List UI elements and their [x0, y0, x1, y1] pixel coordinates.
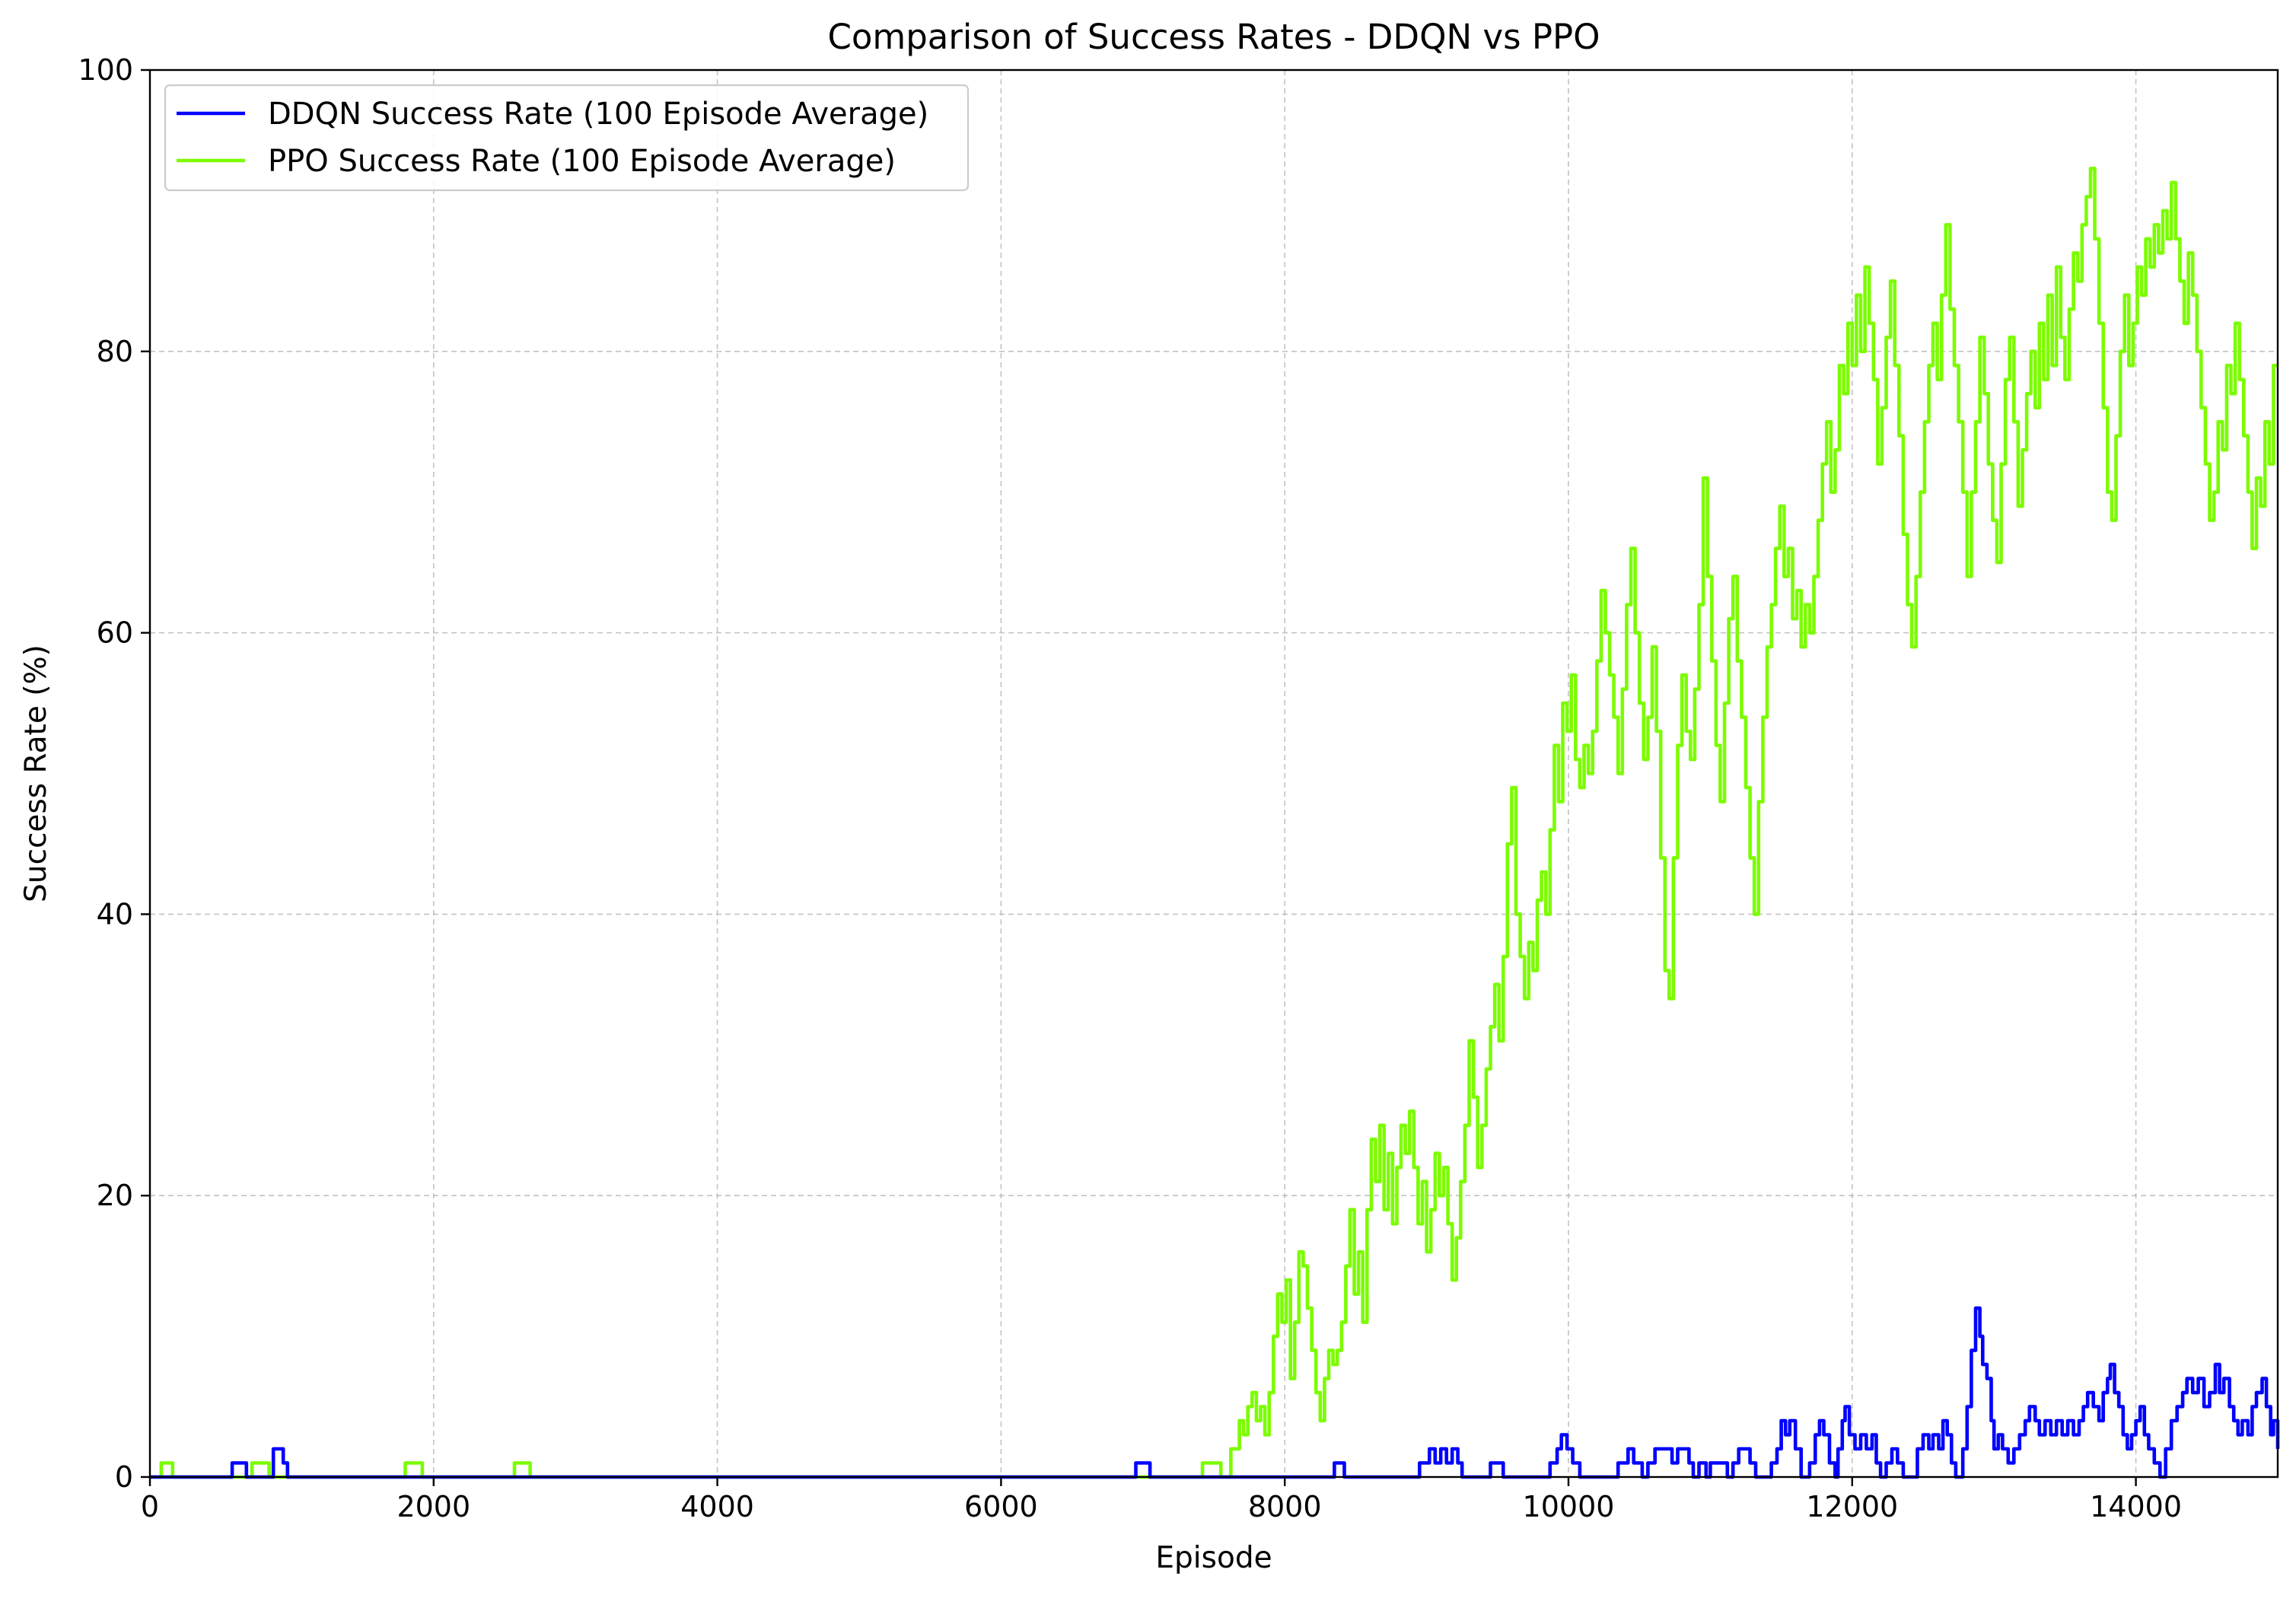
y-tick-label: 60 [97, 616, 133, 650]
x-tick-label: 8000 [1248, 1490, 1322, 1523]
legend: DDQN Success Rate (100 Episode Average) … [165, 85, 968, 190]
series-lines [150, 168, 2278, 1477]
y-axis-label: Success Rate (%) [19, 645, 53, 902]
x-tick-label: 4000 [680, 1490, 754, 1523]
x-tick-label: 0 [141, 1490, 159, 1523]
x-tick-label: 6000 [964, 1490, 1038, 1523]
ddqn-series-line [150, 1308, 2278, 1477]
grid-lines [150, 70, 2278, 1477]
x-tick-label: 2000 [396, 1490, 470, 1523]
legend-label-ddqn: DDQN Success Rate (100 Episode Average) [268, 97, 928, 132]
x-tick-label: 14000 [2090, 1490, 2182, 1523]
legend-label-ppo: PPO Success Rate (100 Episode Average) [268, 144, 896, 179]
x-tick-label: 10000 [1523, 1490, 1615, 1523]
y-tick-label: 0 [115, 1460, 133, 1494]
y-tick-label: 100 [78, 53, 133, 87]
y-tick-label: 80 [97, 335, 133, 368]
y-tick-label: 40 [97, 897, 133, 931]
x-tick-label: 12000 [1806, 1490, 1898, 1523]
y-tick-label: 20 [97, 1179, 133, 1212]
plot-frame [150, 70, 2278, 1477]
ppo-series-line [150, 168, 2278, 1477]
chart-title: Comparison of Success Rates - DDQN vs PP… [827, 17, 1600, 57]
x-axis-label: Episode [1155, 1541, 1272, 1575]
